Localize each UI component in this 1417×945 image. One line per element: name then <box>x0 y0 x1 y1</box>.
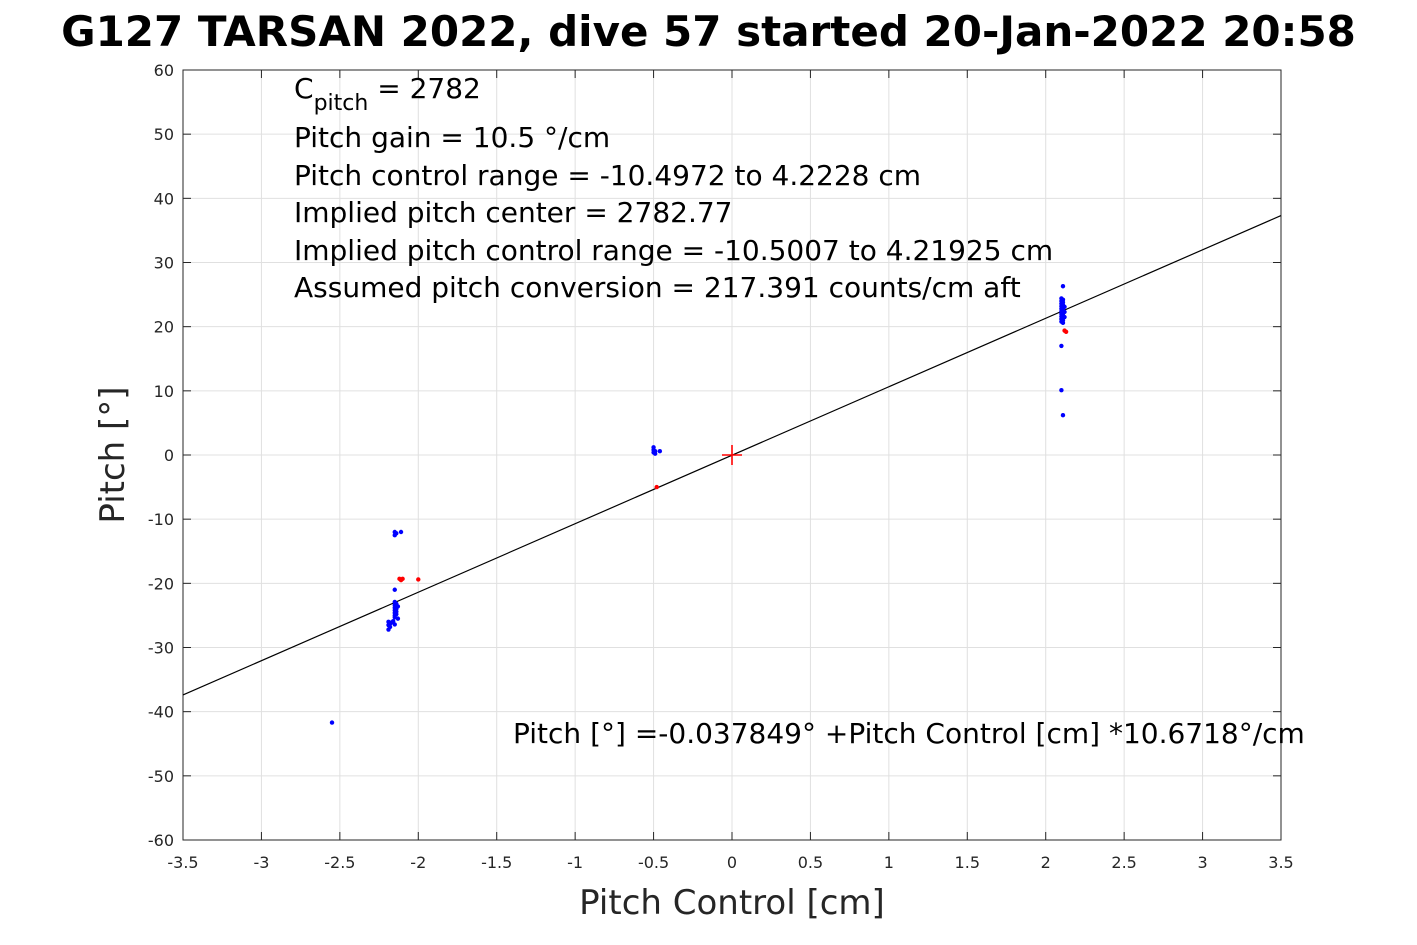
x-tick-label: -2.5 <box>324 853 355 872</box>
x-tick-labels: -3.5 -3 -2.5 -2 -1.5 -1 -0.5 0 0.5 1 1.5 2 2.5 3 3.5 <box>167 853 1293 872</box>
annotation-block: Cpitch = 2782 Pitch gain = 10.5 °/cm Pit… <box>294 72 1053 304</box>
x-tick-label: 1 <box>884 853 894 872</box>
data-point-blue <box>1060 320 1066 326</box>
y-tick-label: -60 <box>148 831 174 850</box>
y-tick-label: 0 <box>164 446 174 465</box>
x-tick-label: 0.5 <box>798 853 823 872</box>
x-tick-label: 2.5 <box>1111 853 1136 872</box>
data-point-blue <box>395 616 401 621</box>
data-point-red <box>416 577 421 582</box>
data-point-blue <box>1062 304 1067 309</box>
y-tick-label: 10 <box>154 382 174 401</box>
data-point-blue <box>387 624 393 630</box>
pitch-control-range-annotation: Pitch control range = -10.4972 to 4.2228… <box>294 159 921 192</box>
data-point-blue <box>398 529 404 535</box>
tick-marks <box>182 69 1282 841</box>
data-point-blue <box>1060 284 1066 289</box>
data-points <box>329 284 1069 725</box>
y-axis-label: Pitch [°] <box>93 386 133 523</box>
x-tick-label: -1 <box>567 853 583 872</box>
data-point-blue <box>392 622 397 627</box>
y-tick-label: -40 <box>148 703 174 722</box>
x-axis-label: Pitch Control [cm] <box>579 883 885 923</box>
y-tick-label: 30 <box>154 254 174 273</box>
cpitch-subscript: pitch <box>314 91 369 116</box>
chart-title: G127 TARSAN 2022, dive 57 started 20-Jan… <box>61 7 1356 56</box>
data-point-blue <box>1059 343 1064 349</box>
implied-pitch-range-annotation: Implied pitch control range = -10.5007 t… <box>294 234 1053 267</box>
x-tick-label: -3.5 <box>167 853 198 872</box>
data-point-red <box>1063 329 1069 334</box>
data-point-blue <box>392 587 397 592</box>
data-point-blue <box>1062 314 1067 320</box>
implied-pitch-center-annotation: Implied pitch center = 2782.77 <box>294 196 732 229</box>
x-tick-label: -0.5 <box>638 853 669 872</box>
y-tick-label: -10 <box>148 510 174 529</box>
data-point-blue <box>395 604 401 609</box>
data-point-blue <box>394 611 399 617</box>
data-point-blue <box>1059 387 1064 393</box>
y-tick-label: 60 <box>154 61 174 80</box>
x-tick-label: 1.5 <box>955 853 980 872</box>
y-tick-label: -30 <box>148 639 174 658</box>
x-tick-label: 2 <box>1041 853 1051 872</box>
y-tick-label: -50 <box>148 767 174 786</box>
x-tick-label: 0 <box>727 853 737 872</box>
pitch-conversion-annotation: Assumed pitch conversion = 217.391 count… <box>294 271 1021 304</box>
data-point-blue <box>1060 413 1066 418</box>
x-tick-label: -1.5 <box>481 853 512 872</box>
cpitch-annotation: Cpitch = 2782 <box>294 72 481 116</box>
y-tick-label: 50 <box>154 125 174 144</box>
pitch-gain-annotation: Pitch gain = 10.5 °/cm <box>294 121 610 154</box>
y-tick-label: 40 <box>154 189 174 208</box>
data-point-blue <box>1062 309 1067 315</box>
x-tick-label: -2 <box>410 853 426 872</box>
data-point-red <box>400 576 405 582</box>
cpitch-base: C <box>294 72 314 105</box>
center-marker-layer <box>722 445 742 465</box>
fit-equation-annotation: Pitch [°] =-0.037849° +Pitch Control [cm… <box>513 717 1305 750</box>
data-point-blue <box>657 448 663 454</box>
data-point-red <box>654 484 659 490</box>
y-tick-label: 20 <box>154 318 174 337</box>
data-point-blue <box>329 720 335 725</box>
x-tick-label: -3 <box>253 853 269 872</box>
y-tick-labels: -60 -50 -40 -30 -20 -10 0 10 20 30 40 50 60 <box>148 61 174 850</box>
x-tick-label: 3 <box>1197 853 1207 872</box>
y-tick-label: -20 <box>148 574 174 593</box>
data-point-blue <box>652 451 658 456</box>
x-tick-label: 3.5 <box>1268 853 1293 872</box>
data-point-blue <box>394 531 399 536</box>
cpitch-value: = 2782 <box>368 72 481 105</box>
